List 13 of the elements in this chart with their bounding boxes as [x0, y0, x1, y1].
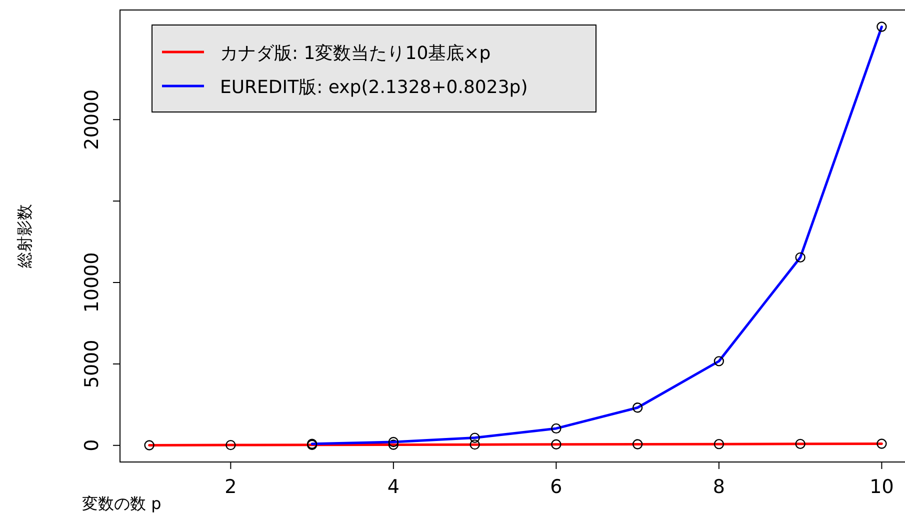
y-tick-label: 10000: [81, 252, 103, 313]
x-tick-label: 2: [224, 476, 237, 498]
x-axis-title: 変数の数 p: [82, 494, 162, 513]
legend-label: EUREDIT版: exp(2.1328+0.8023p): [220, 77, 528, 98]
y-tick-label: 5000: [81, 340, 103, 388]
x-tick-label: 6: [550, 476, 562, 498]
y-tick-label: 0: [81, 439, 103, 452]
x-tick-label: 10: [870, 476, 894, 498]
legend-label: カナダ版: 1変数当たり10基底×p: [220, 43, 491, 64]
y-tick-label: 20000: [81, 89, 103, 150]
x-tick-label: 4: [387, 476, 400, 498]
x-tick-label: 8: [712, 476, 725, 498]
y-axis-title: 総射影数: [15, 204, 34, 269]
